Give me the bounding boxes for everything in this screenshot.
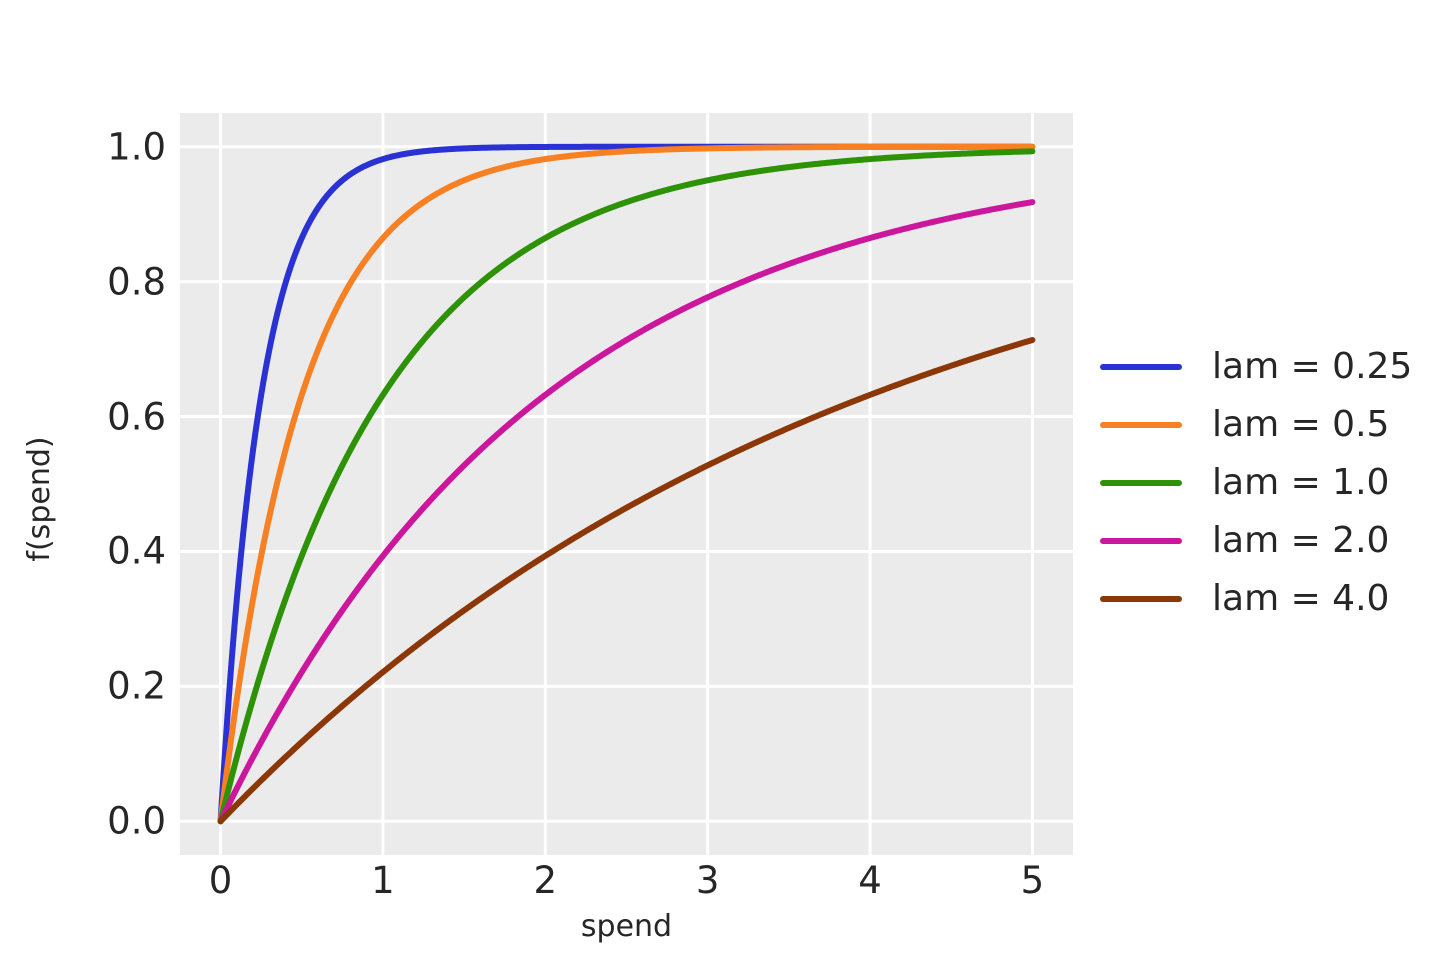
legend-item[interactable]: lam = 1.0 xyxy=(1100,454,1430,512)
legend-line-swatch xyxy=(1100,538,1182,544)
y-axis-label: f(spend) xyxy=(22,436,57,562)
y-tick-label: 0.2 xyxy=(107,664,166,708)
legend-line-swatch xyxy=(1100,422,1182,428)
x-tick-label: 2 xyxy=(533,859,558,902)
legend-item-label: lam = 2.0 xyxy=(1212,520,1390,561)
legend-line-swatch xyxy=(1100,480,1182,486)
legend-item-label: lam = 4.0 xyxy=(1212,578,1390,619)
y-tick-label: 0.4 xyxy=(107,529,166,573)
y-axis-ticks: 0.0 0.2 0.4 0.6 0.8 1.0 xyxy=(0,0,166,960)
y-tick-label: 0.0 xyxy=(107,799,166,843)
legend-item-label: lam = 0.25 xyxy=(1212,346,1413,387)
x-tick-label: 5 xyxy=(1020,859,1045,902)
x-tick-label: 4 xyxy=(858,859,882,902)
chart-legend: lam = 0.25 lam = 0.5 lam = 1.0 lam = 2.0 lam… xyxy=(1100,338,1430,628)
legend-item[interactable]: lam = 0.5 xyxy=(1100,396,1430,454)
legend-item[interactable]: lam = 4.0 xyxy=(1100,570,1430,628)
series-line xyxy=(217,143,1036,825)
legend-line-swatch xyxy=(1100,364,1182,370)
legend-item-label: lam = 0.5 xyxy=(1212,404,1390,445)
y-tick-label: 0.8 xyxy=(107,260,166,304)
x-axis-label: spend xyxy=(580,909,673,944)
x-tick-label: 1 xyxy=(371,859,395,902)
plot-area xyxy=(180,113,1073,855)
series-lines xyxy=(217,143,1036,825)
y-tick-label: 0.6 xyxy=(107,395,166,439)
x-tick-label: 3 xyxy=(695,859,720,902)
legend-item[interactable]: lam = 0.25 xyxy=(1100,338,1430,396)
grid-lines xyxy=(180,113,1073,855)
legend-item[interactable]: lam = 2.0 xyxy=(1100,512,1430,570)
plot-svg xyxy=(180,113,1073,855)
y-tick-label: 1.0 xyxy=(107,125,166,169)
series-line xyxy=(217,336,1036,825)
x-tick-label: 0 xyxy=(208,859,233,902)
legend-item-label: lam = 1.0 xyxy=(1212,462,1390,503)
legend-line-swatch xyxy=(1100,596,1182,602)
series-line xyxy=(217,199,1036,825)
series-line xyxy=(217,143,1036,825)
series-line xyxy=(217,148,1036,825)
